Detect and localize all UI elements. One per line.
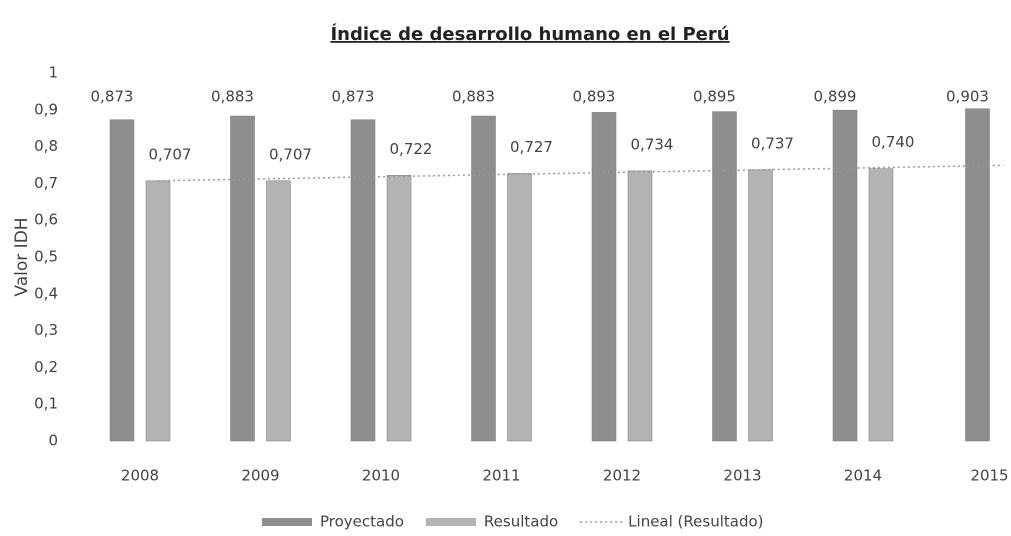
data-label: 0,895 — [693, 88, 736, 106]
y-tick-label: 0,9 — [34, 100, 58, 118]
data-label: 0,893 — [573, 88, 616, 106]
bar — [748, 169, 773, 442]
y-axis-label: Valor IDH — [12, 217, 32, 296]
y-tick-label: 0,1 — [34, 395, 58, 413]
legend-label: Resultado — [484, 513, 558, 531]
chart-title: Índice de desarrollo humano en el Perú — [330, 23, 729, 45]
y-tick-label: 0,2 — [34, 358, 58, 376]
bar — [145, 180, 171, 442]
data-label: 0,734 — [631, 135, 674, 153]
bar — [627, 170, 653, 442]
legend-swatch — [262, 518, 312, 526]
data-label: 0,727 — [510, 138, 553, 156]
bar — [109, 119, 135, 442]
x-tick-label: 2015 — [970, 467, 1008, 485]
data-label: 0,873 — [91, 88, 134, 106]
y-tick-label: 0,6 — [34, 211, 58, 229]
bar — [471, 115, 496, 442]
data-label: 0,722 — [390, 140, 433, 158]
data-label: 0,737 — [751, 134, 794, 152]
legend-label: Lineal (Resultado) — [628, 513, 763, 531]
legend-swatch — [425, 518, 476, 526]
data-label: 0,873 — [332, 88, 375, 106]
y-tick-label: 1 — [48, 64, 58, 82]
x-tick-label: 2011 — [482, 467, 520, 485]
y-tick-label: 0,3 — [34, 321, 58, 339]
data-label: 0,903 — [946, 88, 989, 106]
y-tick-label: 0,7 — [34, 174, 58, 192]
data-label: 0,707 — [149, 145, 192, 163]
trend-line — [157, 164, 1004, 182]
y-tick-label: 0 — [48, 432, 58, 450]
bar — [507, 173, 532, 442]
x-tick-label: 2010 — [362, 467, 400, 485]
y-tick-label: 0,5 — [34, 248, 58, 266]
bar — [350, 119, 376, 442]
data-label: 0,883 — [211, 88, 254, 106]
bar — [266, 180, 291, 442]
bar — [965, 108, 990, 442]
data-label: 0,899 — [814, 88, 857, 106]
y-tick-label: 0,8 — [34, 137, 58, 155]
x-tick-label: 2009 — [241, 467, 279, 485]
bar — [712, 111, 737, 442]
bar — [832, 109, 858, 442]
x-tick-label: 2012 — [603, 467, 641, 485]
y-tick-label: 0,4 — [34, 284, 58, 302]
bar — [868, 168, 894, 442]
data-label: 0,707 — [269, 145, 312, 163]
bar — [591, 112, 617, 442]
bar — [230, 115, 255, 442]
x-tick-label: 2013 — [723, 467, 761, 485]
data-label: 0,740 — [872, 133, 915, 151]
data-label: 0,883 — [452, 88, 495, 106]
legend-label: Proyectado — [320, 513, 404, 531]
x-tick-label: 2008 — [121, 467, 159, 485]
x-tick-label: 2014 — [844, 467, 882, 485]
bar — [386, 175, 412, 442]
